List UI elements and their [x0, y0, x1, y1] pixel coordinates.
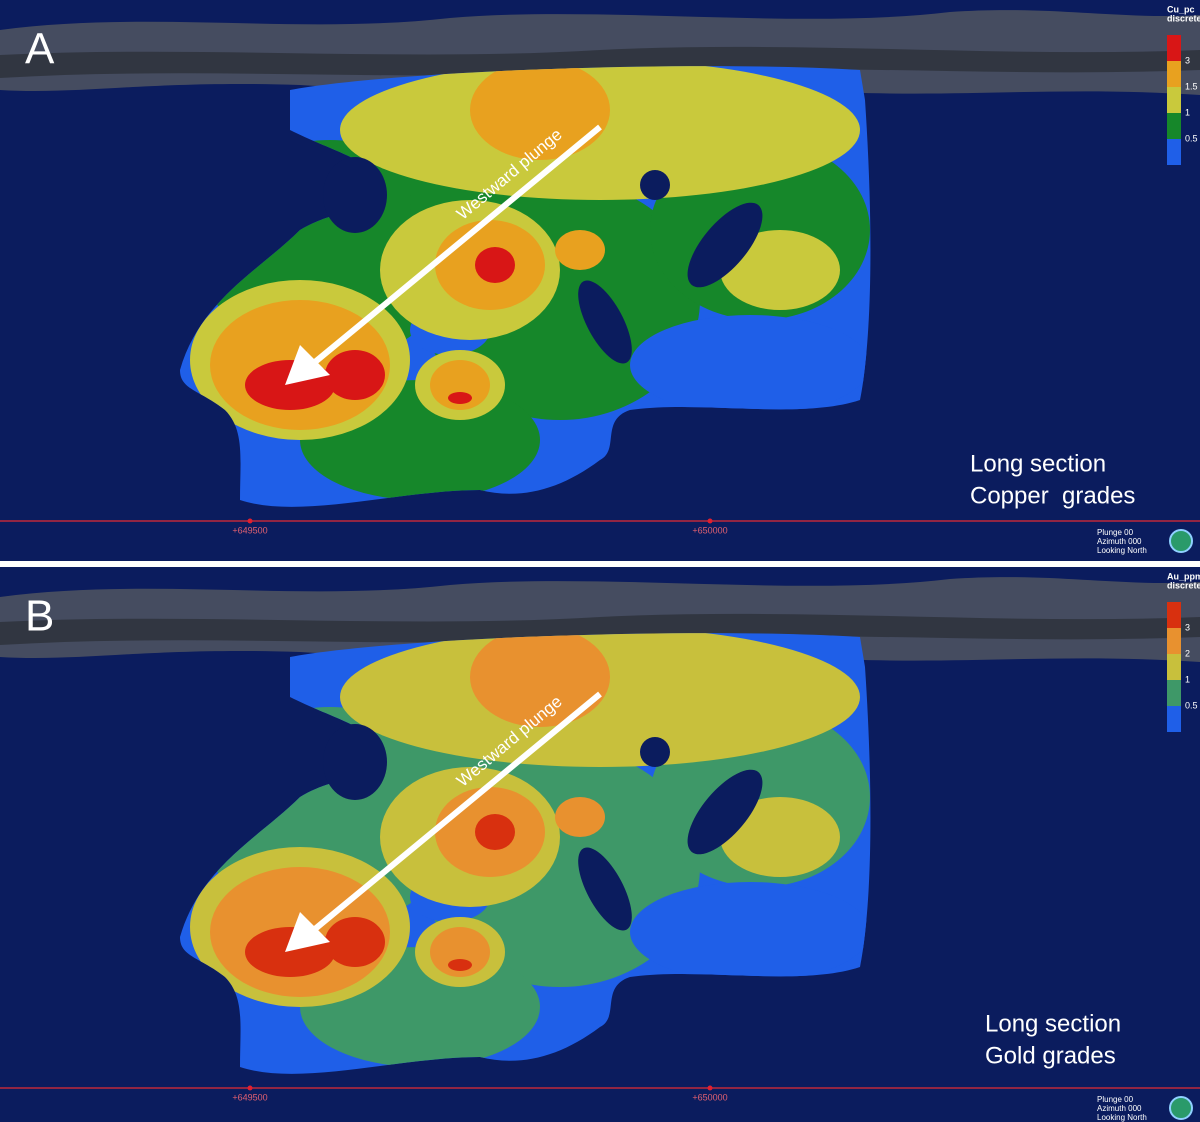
notch: [323, 724, 387, 800]
plunge-arrow: [313, 691, 602, 932]
legend-swatch: [1167, 87, 1181, 113]
legend-tick: 3: [1185, 622, 1190, 632]
grade-zone: [448, 392, 472, 404]
legend-tick: 0.5: [1185, 700, 1198, 710]
grade-zone: [448, 959, 472, 971]
legend-swatch: [1167, 602, 1181, 628]
grade-zone: [430, 927, 490, 977]
grade-zone: [720, 797, 840, 877]
easting-label: +649500: [232, 525, 267, 535]
hole: [578, 280, 632, 364]
arrow-head: [285, 345, 330, 385]
view-info: Azimuth 000: [1097, 1104, 1142, 1113]
view-info: Looking North: [1097, 546, 1147, 555]
easting-tick: [247, 1085, 253, 1091]
hole: [687, 202, 763, 288]
legend-swatch: [1167, 628, 1181, 654]
hole: [640, 737, 670, 767]
panel-label: B: [25, 592, 54, 641]
legend-tick: 1: [1185, 674, 1190, 684]
hole: [578, 847, 632, 931]
legend-title: discrete: [1167, 13, 1200, 23]
view-info: Looking North: [1097, 1113, 1147, 1122]
legend-swatch: [1167, 680, 1181, 706]
panel-label: A: [25, 25, 55, 74]
plunge-arrow: [313, 124, 602, 365]
hole: [687, 769, 763, 855]
grade-zone: [720, 230, 840, 310]
legend-tick: 2: [1185, 648, 1190, 658]
section-caption: Copper grades: [970, 482, 1135, 509]
grade-zone: [470, 66, 610, 160]
arrow-head: [285, 912, 330, 952]
grade-zone: [475, 247, 515, 283]
view-info: Plunge 00: [1097, 528, 1134, 537]
legend-swatch: [1167, 654, 1181, 680]
section-caption: Long section: [970, 450, 1106, 477]
easting-label: +650000: [692, 1092, 727, 1102]
grade-zone: [325, 350, 385, 400]
easting-tick: [247, 518, 253, 524]
grade-zone: [325, 917, 385, 967]
legend-swatch: [1167, 706, 1181, 732]
legend-tick: 1.5: [1185, 81, 1198, 91]
terrain-shade: [0, 613, 1200, 645]
easting-tick: [707, 1085, 713, 1091]
view-info: Plunge 00: [1097, 1095, 1134, 1104]
grade-zone: [555, 797, 605, 837]
legend-swatch: [1167, 61, 1181, 87]
legend-tick: 0.5: [1185, 133, 1198, 143]
view-info: Azimuth 000: [1097, 537, 1142, 546]
grade-zone: [475, 814, 515, 850]
hole: [640, 170, 670, 200]
easting-tick: [707, 518, 713, 524]
legend-tick: 3: [1185, 55, 1190, 65]
section-caption: Gold grades: [985, 1042, 1116, 1069]
grade-zone: [555, 230, 605, 270]
orientation-icon: [1169, 1096, 1193, 1120]
notch: [323, 157, 387, 233]
easting-label: +649500: [232, 1092, 267, 1102]
legend-swatch: [1167, 139, 1181, 165]
section-caption: Long section: [985, 1010, 1121, 1037]
grade-zone: [470, 633, 610, 727]
divider: [0, 561, 1200, 567]
grade-zone: [630, 315, 870, 415]
legend-swatch: [1167, 113, 1181, 139]
legend-title: Cu_pc: [1167, 4, 1195, 14]
grade-zone: [430, 360, 490, 410]
legend-swatch: [1167, 35, 1181, 61]
legend-tick: 1: [1185, 107, 1190, 117]
legend-title: discrete: [1167, 580, 1200, 590]
legend-title: Au_ppm: [1167, 571, 1200, 581]
grade-zone: [630, 882, 870, 982]
grade-patches: [190, 66, 870, 500]
easting-label: +650000: [692, 525, 727, 535]
terrain-shade: [0, 46, 1200, 78]
orientation-icon: [1169, 529, 1193, 553]
